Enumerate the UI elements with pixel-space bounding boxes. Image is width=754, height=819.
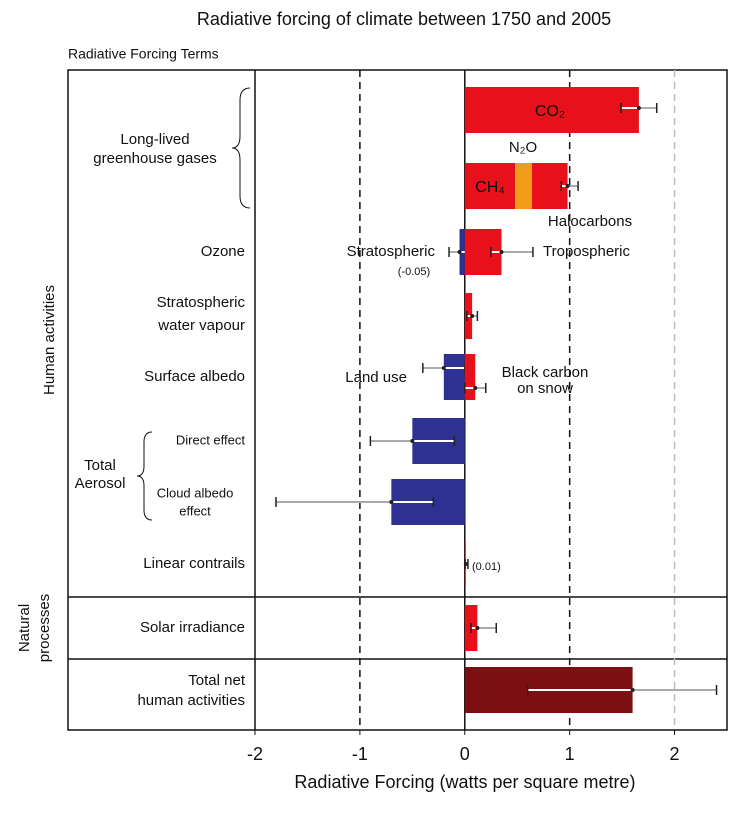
value-dot (441, 366, 446, 370)
bar-name: CO₂ (535, 103, 565, 120)
bar-name: on snow (517, 380, 573, 397)
value-dot (565, 184, 570, 188)
x-tick-label: -2 (247, 744, 263, 764)
row-label: human activities (137, 692, 245, 709)
row-label: Solar irradiance (140, 619, 245, 636)
brace (136, 431, 153, 521)
value-dot (636, 106, 641, 110)
bar (464, 87, 639, 133)
value-label: (0.01) (472, 561, 501, 573)
row-label: greenhouse gases (93, 150, 216, 167)
bar (515, 163, 532, 209)
bar-name: Tropospheric (543, 243, 630, 260)
value-dot (475, 626, 480, 630)
value-dot (410, 439, 415, 443)
value-dot (389, 500, 394, 504)
row-label: Direct effect (176, 432, 246, 447)
section-label: Natural (16, 604, 33, 652)
x-tick-label: 0 (460, 744, 470, 764)
bar-name: Land use (345, 369, 407, 386)
bar-name: CH₄ (475, 179, 505, 196)
plot-frame (67, 69, 728, 731)
group-label: Total (84, 457, 116, 474)
section-label: processes (36, 594, 53, 662)
row-label: Cloud albedo (157, 485, 234, 500)
x-tick-label: 2 (670, 744, 680, 764)
bar-name: Halocarbons (548, 213, 632, 230)
bar (464, 354, 476, 400)
row-label: Long-lived (120, 131, 189, 148)
value-dot (457, 250, 462, 254)
row-label: water vapour (157, 317, 245, 334)
value-dot (630, 688, 635, 692)
row-label: effect (179, 503, 211, 518)
bar (464, 163, 516, 209)
x-axis-title: Radiative Forcing (watts per square metr… (294, 772, 635, 792)
bar-name: Black carbon (502, 364, 589, 381)
row-label: Stratospheric (157, 294, 246, 311)
row-label: Surface albedo (144, 368, 245, 385)
section-label: Human activities (41, 285, 58, 395)
chart-subtitle: Radiative Forcing Terms (68, 46, 219, 62)
group-label: Aerosol (75, 475, 126, 492)
value-dot (463, 562, 468, 566)
chart-title: Radiative forcing of climate between 175… (197, 9, 611, 29)
x-tick-label: 1 (565, 744, 575, 764)
value-dot (499, 250, 504, 254)
bar-name: N₂O (509, 139, 537, 156)
row-label: Total net (188, 672, 246, 689)
bar (443, 354, 465, 400)
value-dot (470, 314, 475, 318)
value-dot (473, 386, 478, 390)
bar-name: Stratospheric (347, 243, 436, 260)
x-tick-label: -1 (352, 744, 368, 764)
value-label: (-0.05) (398, 266, 430, 278)
row-label: Ozone (201, 243, 245, 260)
brace (231, 87, 251, 209)
row-label: Linear contrails (143, 555, 245, 572)
